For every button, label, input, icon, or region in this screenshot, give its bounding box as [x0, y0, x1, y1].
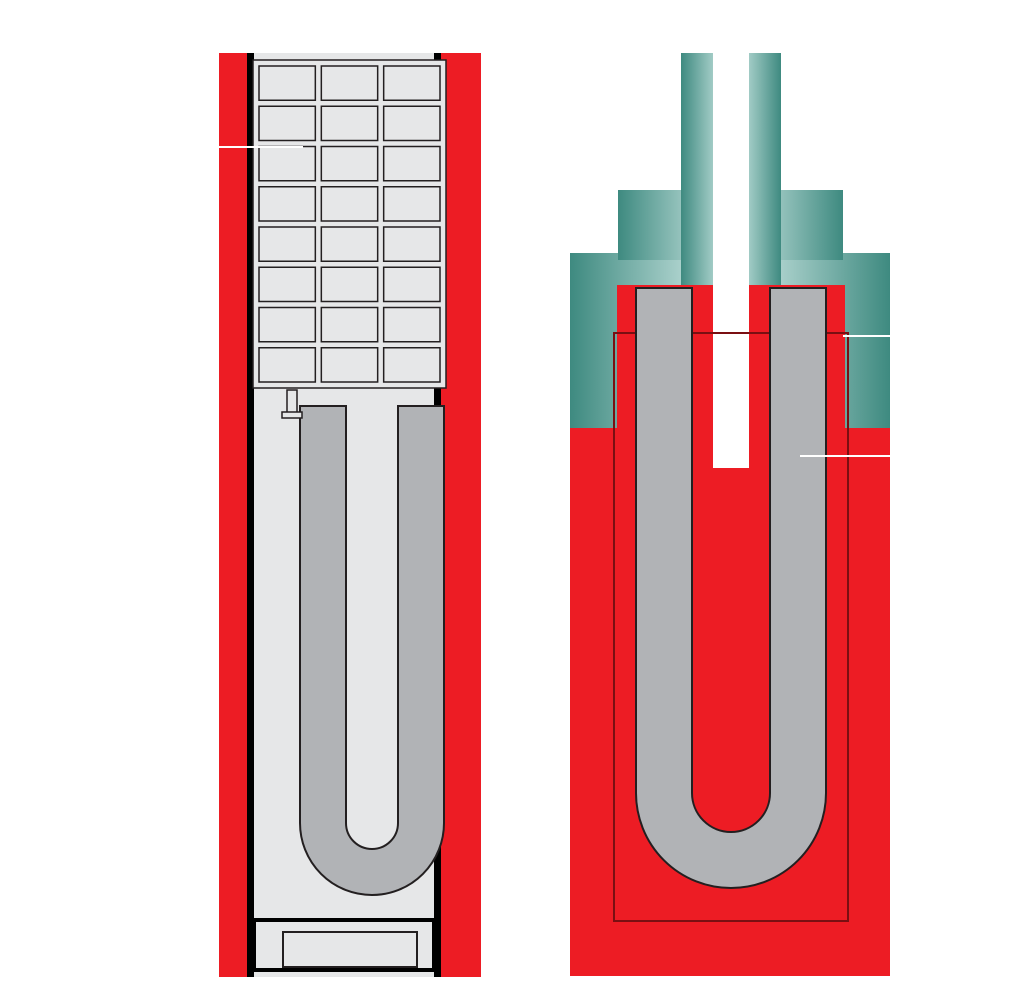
- cell: [259, 348, 315, 382]
- cell: [259, 267, 315, 301]
- cell: [384, 267, 440, 301]
- cell: [384, 348, 440, 382]
- cell: [384, 187, 440, 221]
- cell: [321, 227, 377, 261]
- cell: [384, 147, 440, 181]
- cell: [259, 308, 315, 342]
- cell: [321, 147, 377, 181]
- cell: [384, 308, 440, 342]
- cell: [259, 66, 315, 100]
- left-assembly: [181, 53, 481, 977]
- cell: [321, 267, 377, 301]
- cell: [384, 227, 440, 261]
- cell: [259, 106, 315, 140]
- cell: [321, 187, 377, 221]
- cell: [259, 227, 315, 261]
- cell: [384, 66, 440, 100]
- cell: [321, 106, 377, 140]
- cell: [321, 348, 377, 382]
- cell: [321, 66, 377, 100]
- cell: [259, 147, 315, 181]
- right-assembly: [570, 53, 1012, 976]
- cell: [321, 308, 377, 342]
- cell: [384, 106, 440, 140]
- cell: [259, 187, 315, 221]
